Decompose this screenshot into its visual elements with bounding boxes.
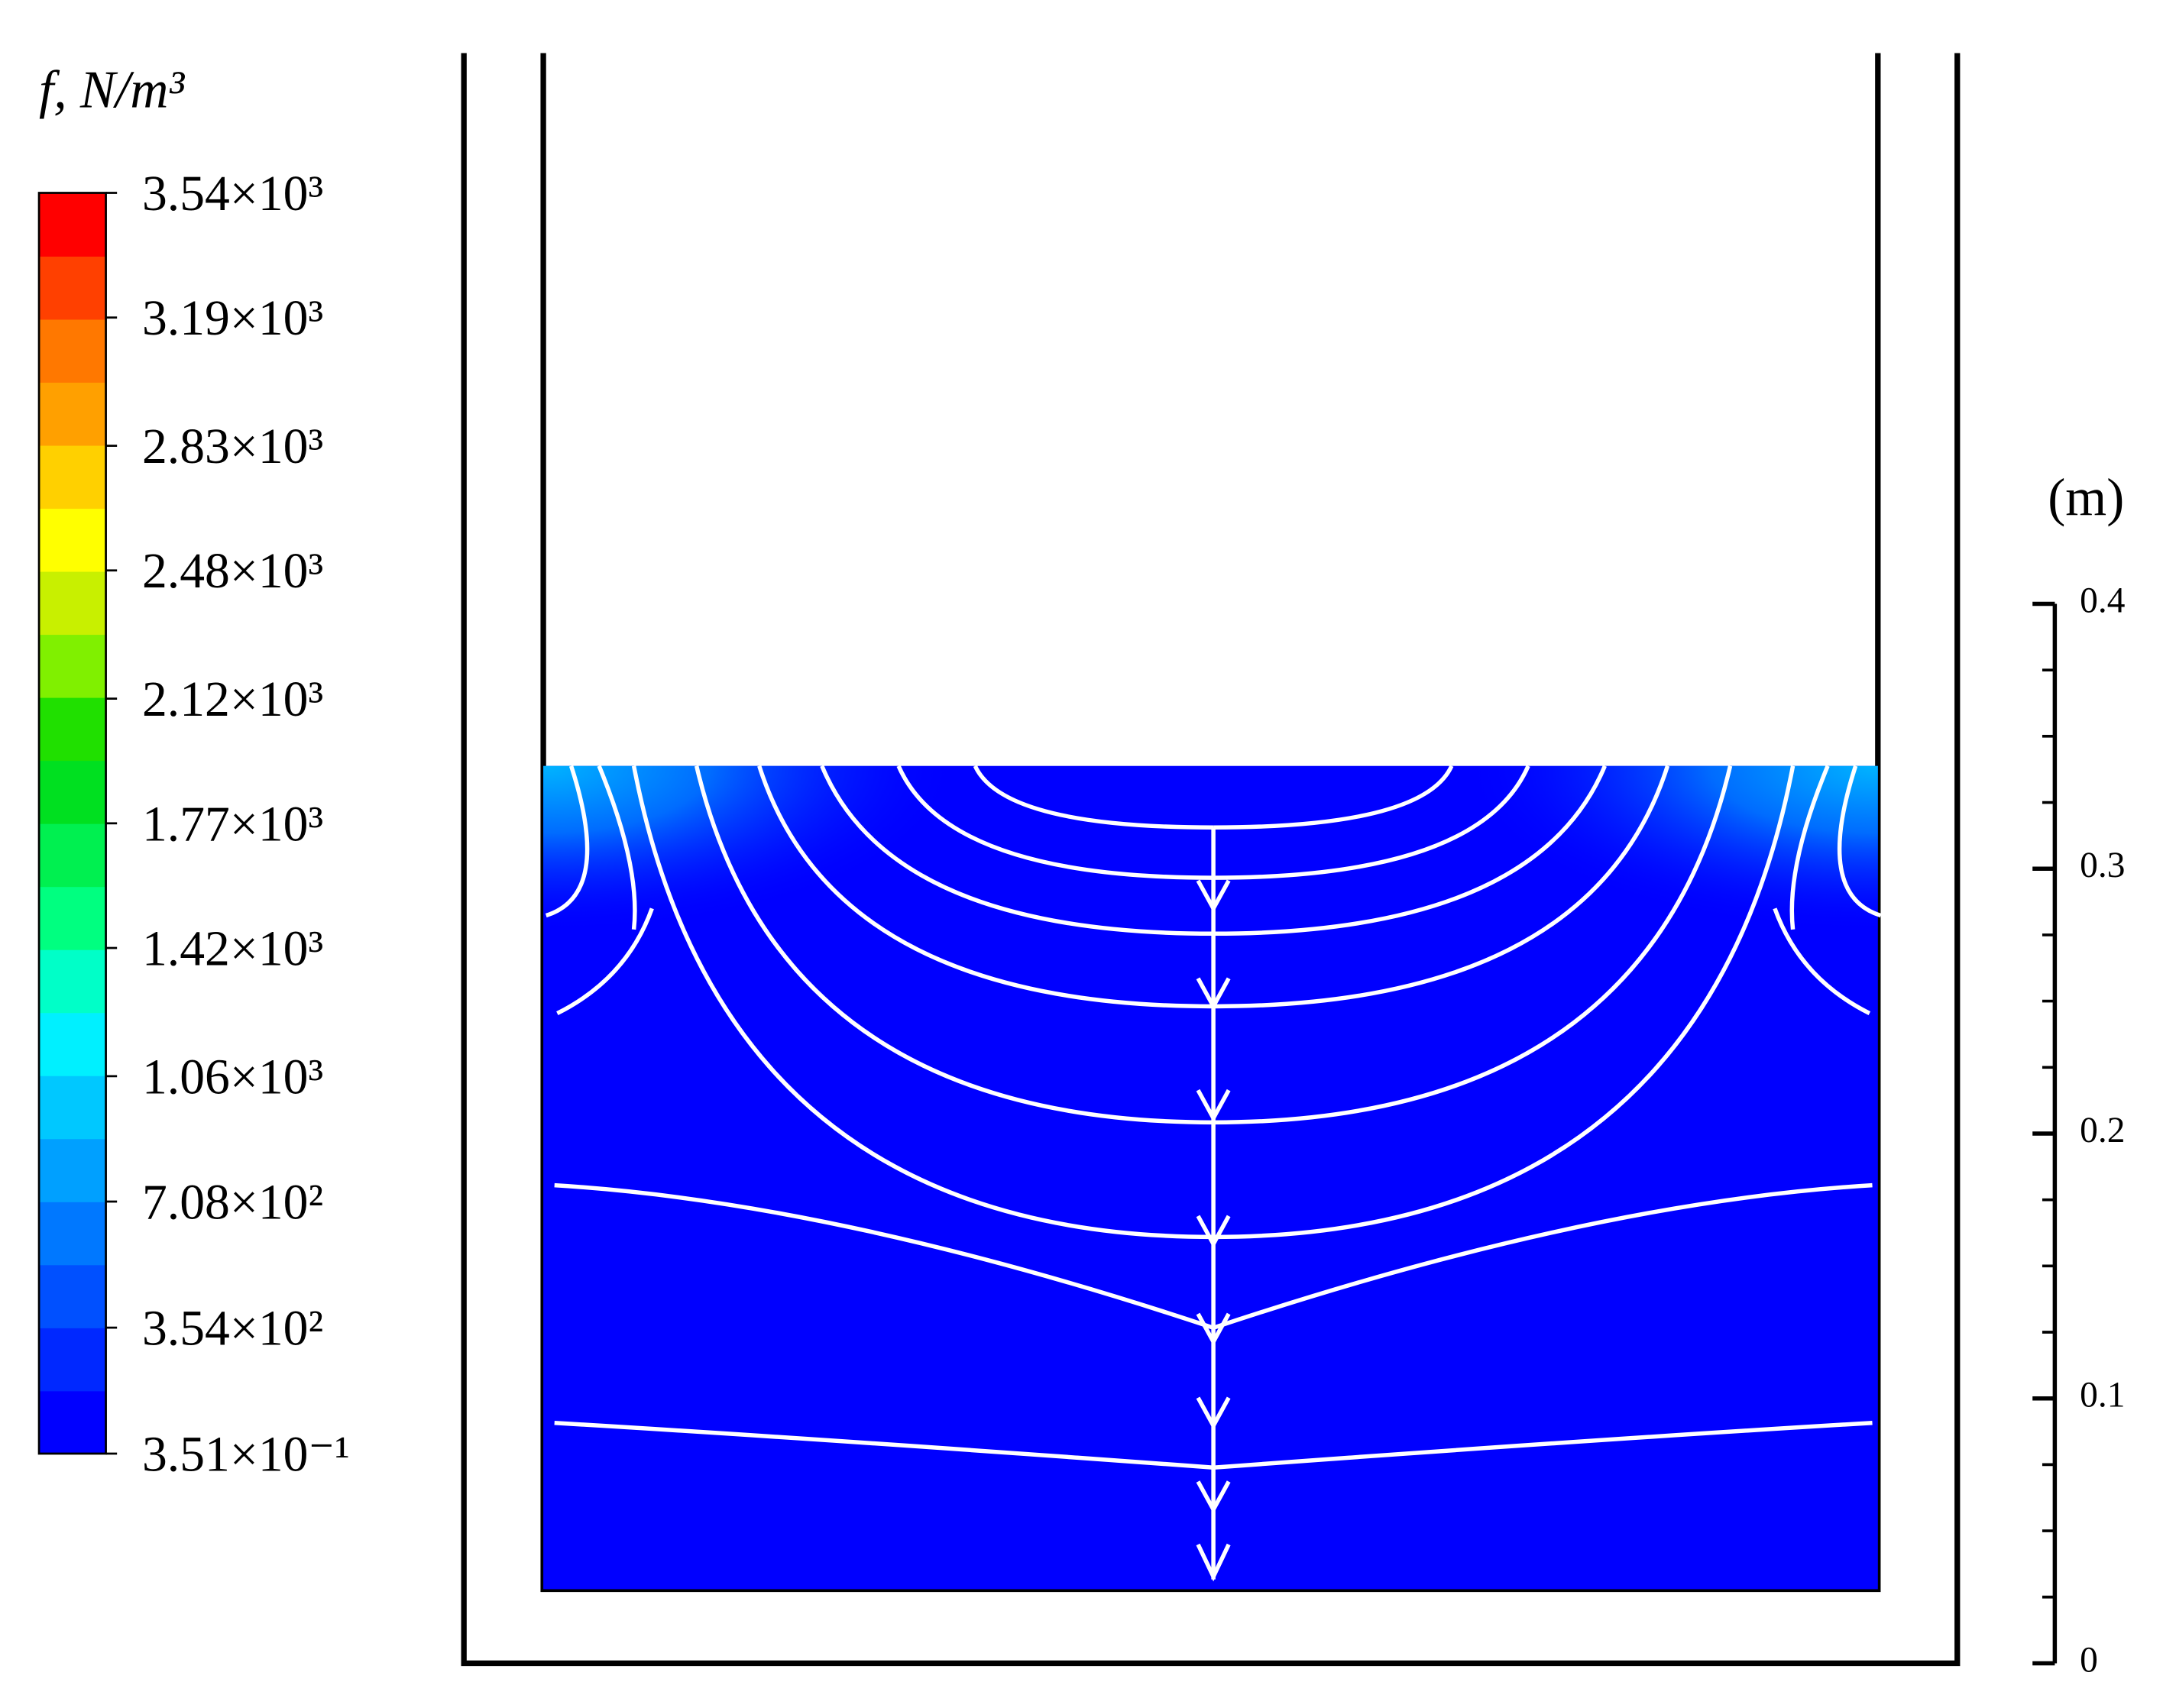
scale-tick-label: 0.2 xyxy=(2080,1111,2125,1150)
colorbar-band xyxy=(39,760,106,824)
scale-tick-label: 0.3 xyxy=(2080,846,2125,885)
scale-bar: 0 0.1 0.2 0.3 0.4 xyxy=(2032,581,2125,1680)
colorbar-tick-label: 1.42×10³ xyxy=(142,920,323,976)
colorbar-band xyxy=(39,886,106,950)
scale-unit: (m) xyxy=(2048,469,2124,528)
colorbar-tick-label: 3.51×10⁻¹ xyxy=(142,1426,350,1482)
colorbar-tick-label: 1.06×10³ xyxy=(142,1049,323,1105)
colorbar-tick-label: 3.19×10³ xyxy=(142,290,323,346)
colorbar-tick-label: 2.12×10³ xyxy=(142,671,323,727)
colorbar-band xyxy=(39,192,106,257)
colorbar-band xyxy=(39,319,106,383)
colorbar-band xyxy=(39,508,106,572)
colorbar-band xyxy=(39,1012,106,1076)
colorbar-band xyxy=(39,1201,106,1266)
colorbar-band xyxy=(39,256,106,320)
scale-tick-label: 0 xyxy=(2080,1640,2098,1680)
colorbar-band xyxy=(39,949,106,1014)
colorbar-tick-label: 3.54×10³ xyxy=(142,166,323,222)
streamlines xyxy=(545,766,1881,1582)
colorbar-band xyxy=(39,445,106,509)
colorbar-tick-label: 1.77×10³ xyxy=(142,796,323,852)
colorbar-band xyxy=(39,1390,106,1454)
colorbar-tick-label: 3.54×10² xyxy=(142,1300,323,1356)
colorbar-title: f, N/m³ xyxy=(39,60,185,119)
colorbar-band xyxy=(39,634,106,698)
colorbar-tick-label: 2.83×10³ xyxy=(142,419,323,474)
colorbar-tick-label: 2.48×10³ xyxy=(142,543,323,599)
colorbar: 3.54×10³ 3.19×10³ 2.83×10³ 2.48×10³ 2.12×10³… xyxy=(37,166,350,1482)
scale-tick-label: 0.4 xyxy=(2080,581,2125,620)
colorbar-tick-label: 7.08×10² xyxy=(142,1174,323,1230)
colorbar-band xyxy=(39,571,106,636)
colorbar-band xyxy=(39,1264,106,1328)
colorbar-band xyxy=(39,1138,106,1202)
colorbar-band xyxy=(39,1075,106,1140)
colorbar-band xyxy=(39,1327,106,1392)
colorbar-band xyxy=(39,697,106,762)
corner-field xyxy=(1459,765,1878,934)
colorbar-band xyxy=(39,382,106,446)
scale-tick-label: 0.1 xyxy=(2080,1376,2125,1415)
colorbar-band xyxy=(39,823,106,888)
